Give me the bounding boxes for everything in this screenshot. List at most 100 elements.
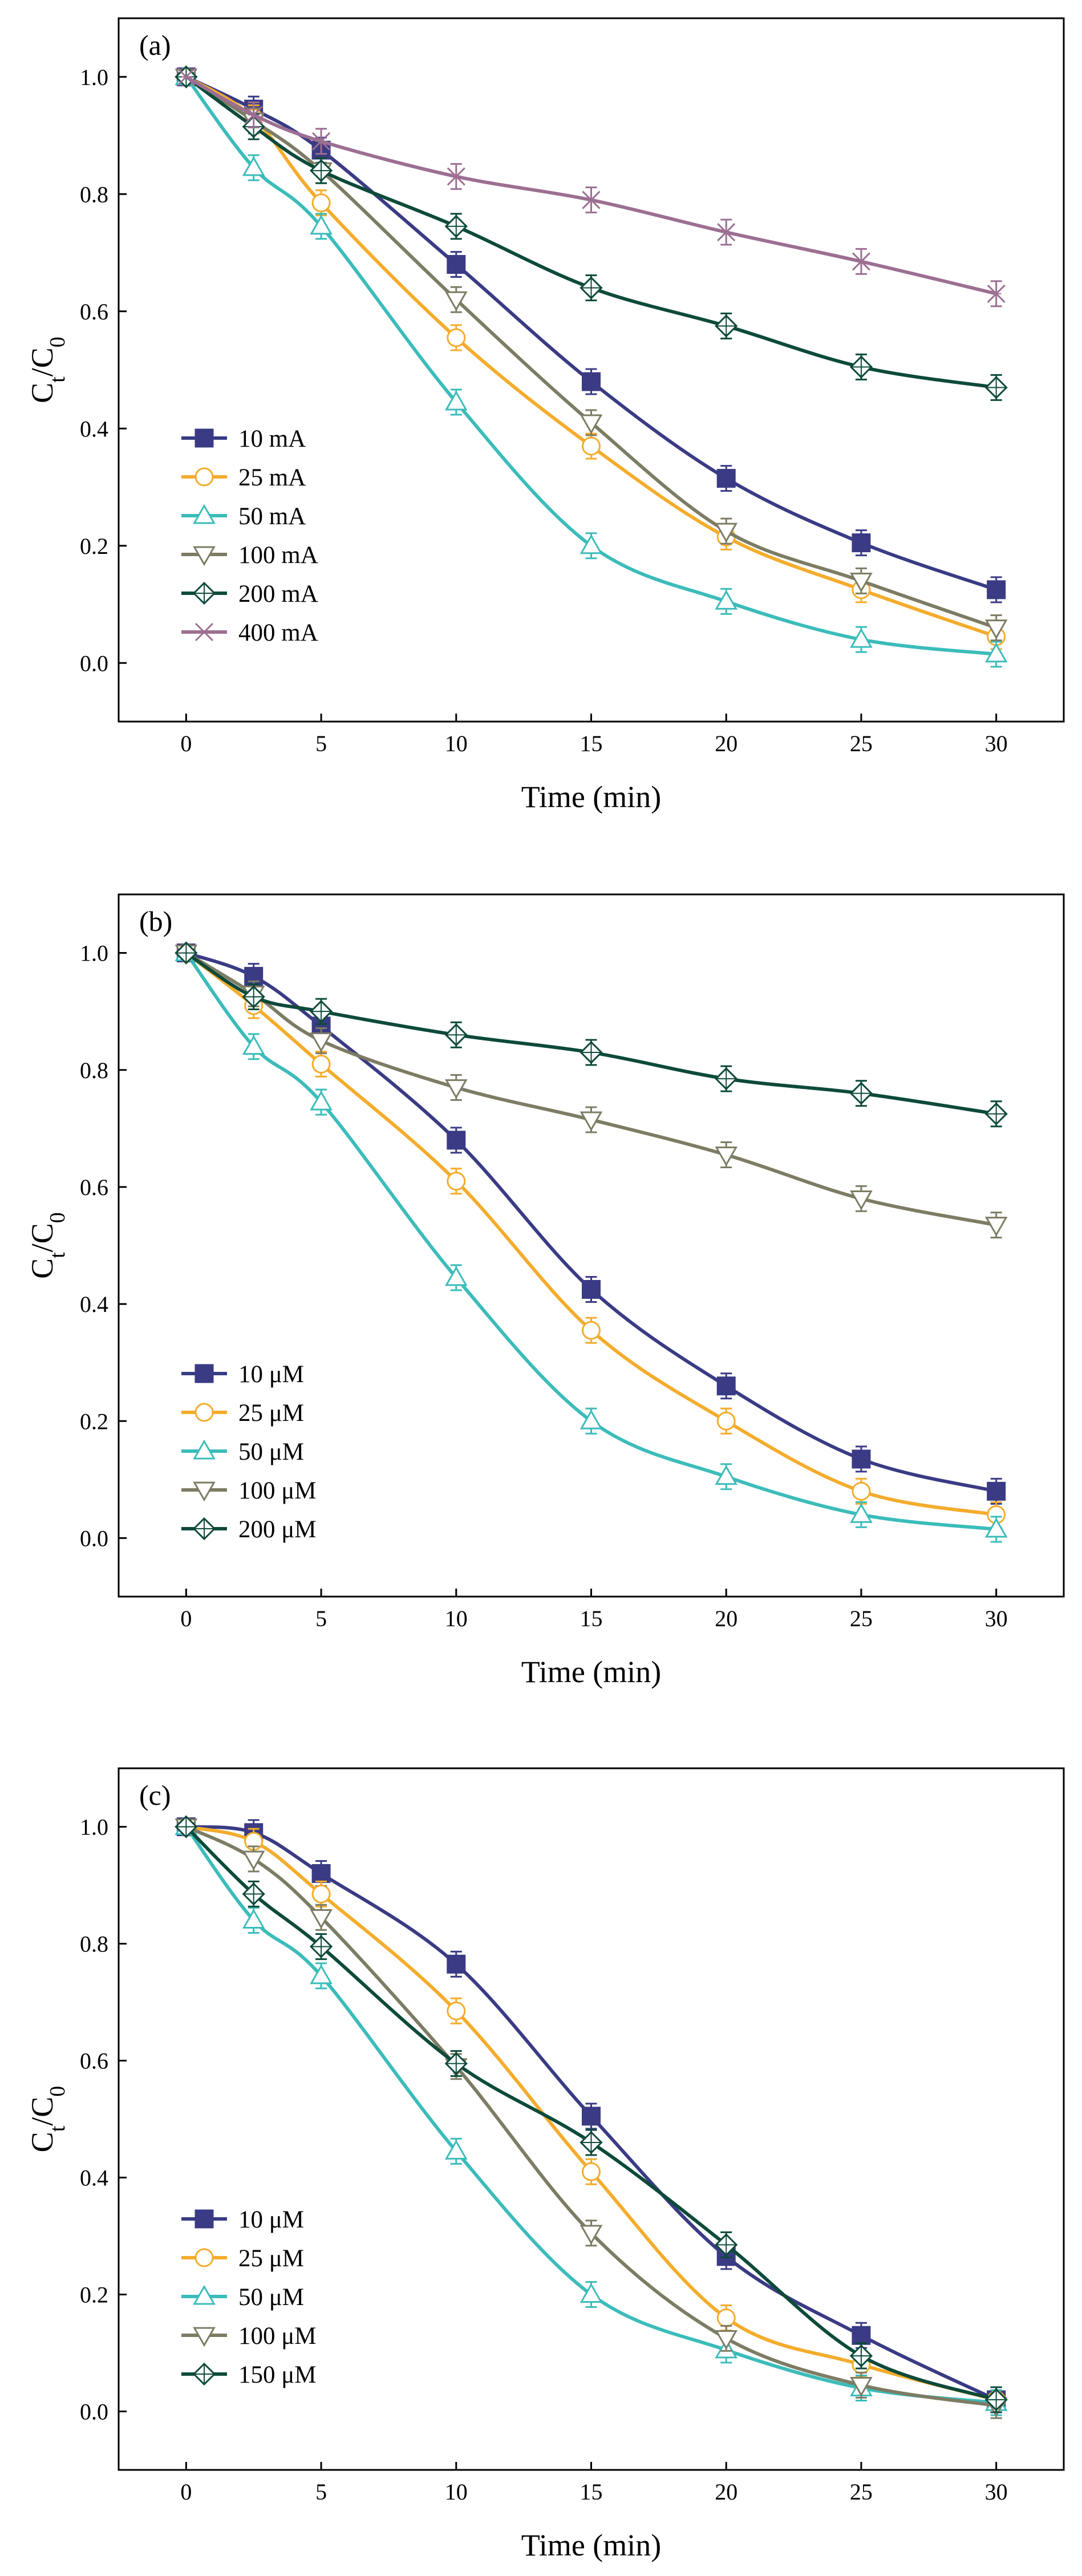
data-point xyxy=(984,1102,1008,1125)
legend-marker xyxy=(193,1481,216,1502)
series-line xyxy=(185,75,997,295)
y-tick-label: 1.0 xyxy=(80,1814,108,1840)
legend-marker xyxy=(194,1403,214,1422)
data-point xyxy=(580,534,603,554)
data-point xyxy=(580,2225,603,2245)
legend: 10 mA 25 mA 50 mA 100 mA 200 mA 400 mA xyxy=(181,426,318,646)
series-line xyxy=(184,75,996,656)
data-point xyxy=(716,2308,736,2327)
y-tick-label: 0.4 xyxy=(80,416,108,442)
y-tick-label: 0.8 xyxy=(80,1931,108,1957)
y-tick-label: 0.0 xyxy=(80,1525,108,1551)
data-point xyxy=(444,1023,468,1047)
panel-label: (c) xyxy=(139,1779,171,1811)
data-point xyxy=(582,191,601,209)
data-point xyxy=(580,2283,603,2303)
data-point xyxy=(447,1954,466,1974)
data-point xyxy=(444,1079,468,1099)
data-point xyxy=(444,1266,468,1286)
data-point xyxy=(849,1082,873,1105)
data-point xyxy=(984,1217,1008,1237)
data-point xyxy=(715,1465,738,1485)
data-point xyxy=(444,2140,468,2160)
data-point xyxy=(852,2326,871,2345)
x-tick-label: 30 xyxy=(985,1606,1008,1631)
data-point xyxy=(852,1449,871,1469)
data-point xyxy=(310,1032,333,1052)
x-tick-label: 25 xyxy=(850,2479,873,2505)
panel-label: (b) xyxy=(139,905,172,937)
legend-label: 200 mA xyxy=(238,581,318,607)
series-line xyxy=(185,75,997,390)
series-line xyxy=(185,75,997,592)
data-point xyxy=(242,156,265,176)
data-point xyxy=(447,1172,466,1191)
series-line xyxy=(185,951,997,1517)
x-tick-label: 0 xyxy=(180,1606,192,1631)
legend-label: 50 μM xyxy=(238,1439,304,1465)
legend-label: 25 μM xyxy=(238,1400,304,1427)
data-point xyxy=(311,1054,331,1074)
data-point xyxy=(717,222,736,242)
data-point xyxy=(715,590,738,610)
data-point xyxy=(716,469,736,488)
data-point xyxy=(850,1190,873,1210)
chart-panel-3: 0 5 10 15 20 25 30 0.0 0.2 0.4 0.6 0.8 1.0 Time (min)… xyxy=(25,1767,1065,2562)
legend-label: 100 μM xyxy=(238,1477,317,1504)
data-point xyxy=(716,1376,736,1396)
data-point xyxy=(447,328,466,347)
legend-label: 10 μM xyxy=(238,2206,304,2233)
y-tick-label: 0.6 xyxy=(80,299,108,325)
legend-marker xyxy=(192,1517,216,1541)
data-point xyxy=(447,167,465,186)
legend-label: 25 μM xyxy=(238,2245,304,2272)
data-point xyxy=(444,2052,468,2075)
x-tick-label: 10 xyxy=(445,1606,468,1631)
y-tick-label: 0.4 xyxy=(80,2165,108,2191)
data-point xyxy=(242,1035,265,1055)
x-tick-label: 30 xyxy=(985,731,1008,756)
data-point xyxy=(311,1864,331,1883)
x-tick-label: 0 xyxy=(180,2479,192,2505)
data-point xyxy=(310,1909,333,1929)
series-3 xyxy=(175,65,1008,668)
data-point xyxy=(310,1964,333,1984)
data-point xyxy=(852,533,871,553)
legend-label: 10 μM xyxy=(238,1361,304,1388)
data-point xyxy=(242,1882,265,1906)
data-point xyxy=(580,1111,603,1132)
data-point xyxy=(175,941,198,965)
y-tick-label: 1.0 xyxy=(80,941,108,966)
y-axis-title: Ct/C0 xyxy=(25,337,70,403)
x-tick-label: 30 xyxy=(985,2479,1008,2505)
legend-marker xyxy=(194,2209,214,2229)
x-axis-title: Time (min) xyxy=(521,1655,662,1689)
x-tick-label: 5 xyxy=(315,1606,327,1631)
data-point xyxy=(850,627,873,648)
data-point xyxy=(849,355,873,379)
data-point xyxy=(715,2330,738,2350)
data-point xyxy=(987,1481,1006,1501)
series-line xyxy=(184,1825,996,2405)
x-tick-label: 15 xyxy=(580,2479,603,2505)
x-tick-label: 20 xyxy=(715,731,737,756)
data-point xyxy=(582,1321,601,1340)
data-point xyxy=(444,291,468,311)
data-point xyxy=(850,1503,873,1523)
y-tick-label: 0.6 xyxy=(80,1174,108,1200)
legend-marker xyxy=(193,546,216,566)
data-point xyxy=(850,572,873,593)
data-point xyxy=(582,436,601,456)
series-5 xyxy=(175,65,1008,401)
data-point xyxy=(175,1815,198,1838)
legend-label: 50 μM xyxy=(238,2284,304,2311)
data-point xyxy=(582,372,601,391)
data-point xyxy=(242,1909,265,1929)
series-line xyxy=(185,1825,997,2401)
series-line xyxy=(185,75,997,638)
y-tick-label: 0.8 xyxy=(80,1058,108,1083)
legend-marker xyxy=(194,467,214,487)
legend-label: 200 μM xyxy=(238,1516,317,1543)
legend-marker xyxy=(193,1439,216,1460)
data-point xyxy=(984,2388,1008,2412)
